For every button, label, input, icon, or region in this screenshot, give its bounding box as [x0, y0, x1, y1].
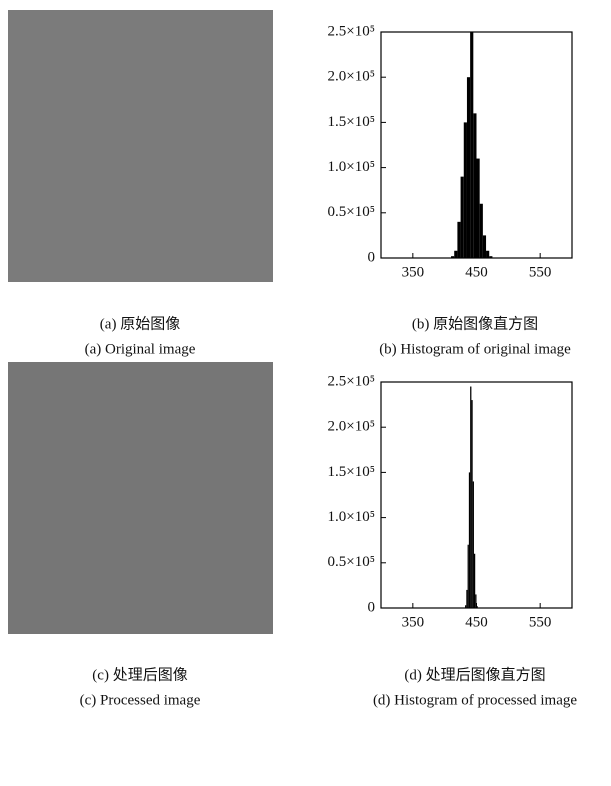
y-tick-label: 1.5×10⁵ [328, 114, 375, 130]
histogram-bar [464, 122, 467, 258]
histogram-bar [480, 204, 483, 258]
caption: (d) Histogram of processed image [373, 692, 577, 708]
caption: (a) 原始图像 [100, 315, 180, 332]
histogram-bar [473, 113, 476, 258]
histogram-bar [454, 251, 457, 258]
y-tick-label: 2.0×10⁵ [328, 69, 375, 85]
histogram-bar [477, 159, 480, 258]
histogram-bar [457, 222, 460, 258]
plot-frame [381, 382, 572, 608]
histogram-bar [474, 554, 475, 608]
caption: (b) 原始图像直方图 [412, 315, 538, 332]
y-tick-label: 0 [368, 249, 376, 265]
x-tick-label: 350 [402, 264, 425, 280]
histogram-bar [470, 32, 473, 258]
x-tick-label: 450 [465, 264, 488, 280]
histogram-bar [466, 590, 467, 608]
y-tick-label: 2.5×10⁵ [328, 23, 375, 39]
x-tick-label: 350 [402, 614, 425, 630]
y-tick-label: 0.5×10⁵ [328, 554, 375, 570]
caption: (a) Original image [85, 341, 196, 357]
y-tick-label: 2.0×10⁵ [328, 419, 375, 435]
figure: (a) 原始图像 (a) Original image (b) 原始图像直方图 … [0, 0, 611, 781]
histogram-bar [470, 387, 471, 608]
original-image [8, 10, 273, 282]
histogram-bar [461, 177, 464, 258]
x-tick-label: 450 [465, 614, 488, 630]
y-tick-label: 2.5×10⁵ [328, 373, 375, 389]
y-tick-label: 1.0×10⁵ [328, 159, 375, 175]
histogram-bar [486, 251, 489, 258]
histogram-bar [468, 545, 469, 608]
histogram-bar [471, 400, 472, 608]
caption: (d) 处理后图像直方图 [404, 666, 545, 683]
caption: (c) Processed image [80, 692, 201, 708]
caption: (c) 处理后图像 [92, 666, 187, 683]
caption: (b) Histogram of original image [379, 341, 571, 357]
histogram-bar [483, 235, 486, 258]
x-tick-label: 550 [529, 264, 552, 280]
y-tick-label: 0 [368, 599, 376, 615]
y-tick-label: 0.5×10⁵ [328, 204, 375, 220]
y-tick-label: 1.5×10⁵ [328, 464, 375, 480]
x-tick-label: 550 [529, 614, 552, 630]
histogram-bar [467, 77, 470, 258]
y-tick-label: 1.0×10⁵ [328, 509, 375, 525]
histogram-bar [473, 481, 474, 608]
histogram-bar [469, 472, 470, 608]
processed-image [8, 362, 273, 634]
